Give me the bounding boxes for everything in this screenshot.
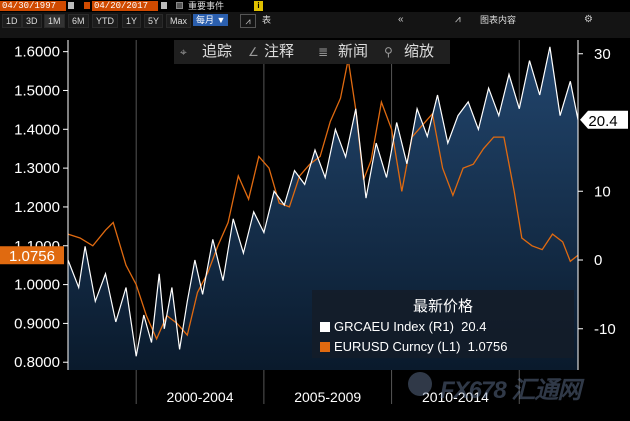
line-chart-icon[interactable]: ⩘ [240,14,256,28]
right-tick-label-2: 0 [594,252,602,269]
right-tick-label-3: -10 [594,321,616,338]
start-date-field[interactable]: 04/30/1997 [0,1,66,11]
end-date-field[interactable]: 04/20/2017 [92,1,158,11]
eurusd-line [67,59,579,341]
events-label: 重要事件 [188,1,225,11]
legend-row-grcaeu: GRCAEU Index (R1) 20.4 [320,319,486,334]
zoom-icon[interactable]: ⚲ [384,45,393,59]
chart-content-button[interactable]: 图表内容 [480,15,517,25]
annotate-button[interactable]: 注释 [264,43,295,60]
collapse-icon[interactable]: « [398,14,404,25]
events-checkbox[interactable] [176,2,183,9]
watermark-logo-icon [408,372,432,396]
left-tick-label-4: 1.2000 [14,199,60,216]
legend-value-eurusd: 1.0756 [467,339,508,354]
eurusd-last-value-flag [0,246,64,265]
zoom-button[interactable]: 缩放 [404,43,435,60]
top-bar: 04/30/1997 04/20/2017 重要事件 i [0,0,630,12]
range-ytd-button[interactable]: YTD [92,14,118,28]
legend-label-eurusd: EURUSD Curncy (L1) [334,339,461,354]
x-tick-label-0: 2000-2004 [167,389,234,405]
left-tick-label-1: 1.5000 [14,82,60,99]
range-1d-button[interactable]: 1D [2,14,22,28]
table-button[interactable]: 表 [262,15,272,25]
legend-title: 最新价格 [412,298,473,315]
chart-toolbar: ⌖ 追踪 ∠ 注释 ≣ 新闻 ⚲ 缩放 [174,40,450,64]
crosshair-icon[interactable]: ⌖ [180,45,187,59]
eurusd-last-value-label: 1.0756 [9,248,55,265]
right-tick-label-1: 10 [594,183,611,200]
gear-icon[interactable]: ⚙ [584,14,593,25]
right-tick-label-0: 30 [594,46,611,63]
left-tick-label-2: 1.4000 [14,121,60,138]
track-button[interactable]: 追踪 [202,43,233,60]
legend-label-grcaeu: GRCAEU Index (R1) [334,319,454,334]
left-tick-label-0: 1.6000 [14,44,60,61]
chart-content-icon[interactable]: ⩘ [455,14,461,25]
range-1m-button[interactable]: 1M [44,14,65,28]
date-separator-icon [84,2,90,9]
end-calendar-icon[interactable] [161,2,167,9]
range-bar: 1D 3D 1M 6M YTD 1Y 5Y Max 每月 ▼ ⩘ 表 « ⩘ 图… [0,12,630,38]
grcaeu-last-value-label: 20.4 [588,113,617,130]
news-icon[interactable]: ≣ [318,45,329,59]
legend-swatch-grcaeu [320,322,330,332]
range-3d-button[interactable]: 3D [22,14,42,28]
news-button[interactable]: 新闻 [338,43,369,60]
grcaeu-area [68,46,578,371]
range-6m-button[interactable]: 6M [68,14,89,28]
grcaeu-last-value-flag [580,110,628,129]
left-tick-label-6: 1.0000 [14,277,60,294]
grcaeu-line [67,46,579,357]
annotate-icon[interactable]: ∠ [248,45,259,59]
info-icon[interactable]: i [254,1,263,11]
legend-value-grcaeu: 20.4 [461,319,487,334]
left-tick-label-3: 1.3000 [14,160,60,177]
watermark: FX678 汇通网 [400,368,630,404]
range-max-button[interactable]: Max [166,14,192,28]
range-1y-button[interactable]: 1Y [122,14,142,28]
legend-swatch-eurusd [320,342,330,352]
legend: 最新价格 GRCAEU Index (R1) 20.4 EURUSD Curnc… [312,290,574,358]
period-select[interactable]: 每月 ▼ [193,14,229,26]
legend-row-eurusd: EURUSD Curncy (L1) 1.0756 [320,339,507,354]
left-tick-label-8: 0.8000 [14,354,60,371]
watermark-text: FX678 汇通网 [440,377,581,404]
footer [0,404,630,421]
range-5y-button[interactable]: 5Y [144,14,164,28]
x-tick-label-2: 2010-2014 [422,389,489,405]
start-calendar-icon[interactable] [68,2,74,9]
x-tick-label-1: 2005-2009 [294,389,361,405]
left-tick-label-7: 0.9000 [14,315,60,332]
